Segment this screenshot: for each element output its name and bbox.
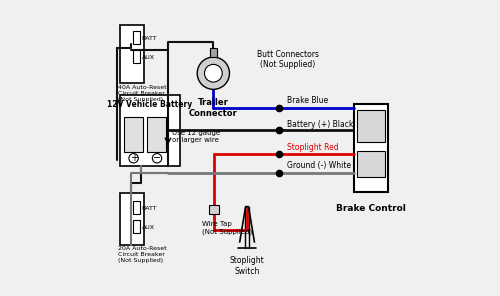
Text: 40A Auto-Reset
Circuit Breaker
(Not Supplied): 40A Auto-Reset Circuit Breaker (Not Supp…: [118, 85, 166, 102]
Circle shape: [197, 57, 230, 89]
FancyBboxPatch shape: [120, 95, 180, 165]
FancyBboxPatch shape: [357, 110, 385, 142]
Text: Stoplight Red: Stoplight Red: [286, 142, 339, 152]
Text: Stoplight
Switch: Stoplight Switch: [230, 257, 264, 276]
FancyBboxPatch shape: [148, 117, 167, 152]
FancyBboxPatch shape: [120, 194, 144, 245]
Text: AUX: AUX: [142, 225, 154, 230]
FancyBboxPatch shape: [132, 220, 140, 233]
Text: Trailer
Connector: Trailer Connector: [189, 98, 238, 118]
Text: Wire Tap
(Not Supplied): Wire Tap (Not Supplied): [202, 221, 252, 235]
FancyBboxPatch shape: [124, 117, 143, 152]
Circle shape: [204, 64, 222, 82]
FancyBboxPatch shape: [132, 31, 140, 44]
Text: +: +: [130, 153, 138, 163]
Circle shape: [152, 154, 162, 163]
Text: Use 12 gauge
or larger wire: Use 12 gauge or larger wire: [172, 130, 220, 143]
FancyBboxPatch shape: [354, 104, 388, 192]
FancyBboxPatch shape: [209, 205, 219, 214]
Circle shape: [129, 154, 138, 163]
FancyBboxPatch shape: [132, 50, 140, 63]
Text: −: −: [153, 153, 161, 163]
Text: BATT: BATT: [142, 36, 157, 41]
Text: AUX: AUX: [142, 54, 154, 59]
FancyBboxPatch shape: [132, 201, 140, 214]
Text: Brake Control: Brake Control: [336, 204, 406, 213]
FancyBboxPatch shape: [357, 151, 385, 177]
FancyBboxPatch shape: [210, 48, 217, 57]
Text: Battery (+) Black: Battery (+) Black: [286, 120, 353, 129]
Text: Brake Blue: Brake Blue: [286, 96, 328, 105]
FancyBboxPatch shape: [120, 25, 144, 83]
Text: 12V Vehicle Battery: 12V Vehicle Battery: [107, 100, 192, 109]
Text: BATT: BATT: [142, 206, 157, 211]
Text: 20A Auto-Reset
Circuit Breaker
(Not Supplied): 20A Auto-Reset Circuit Breaker (Not Supp…: [118, 246, 166, 263]
Text: Butt Connectors
(Not Supplied): Butt Connectors (Not Supplied): [257, 50, 319, 69]
Text: Ground (-) White: Ground (-) White: [286, 161, 351, 170]
